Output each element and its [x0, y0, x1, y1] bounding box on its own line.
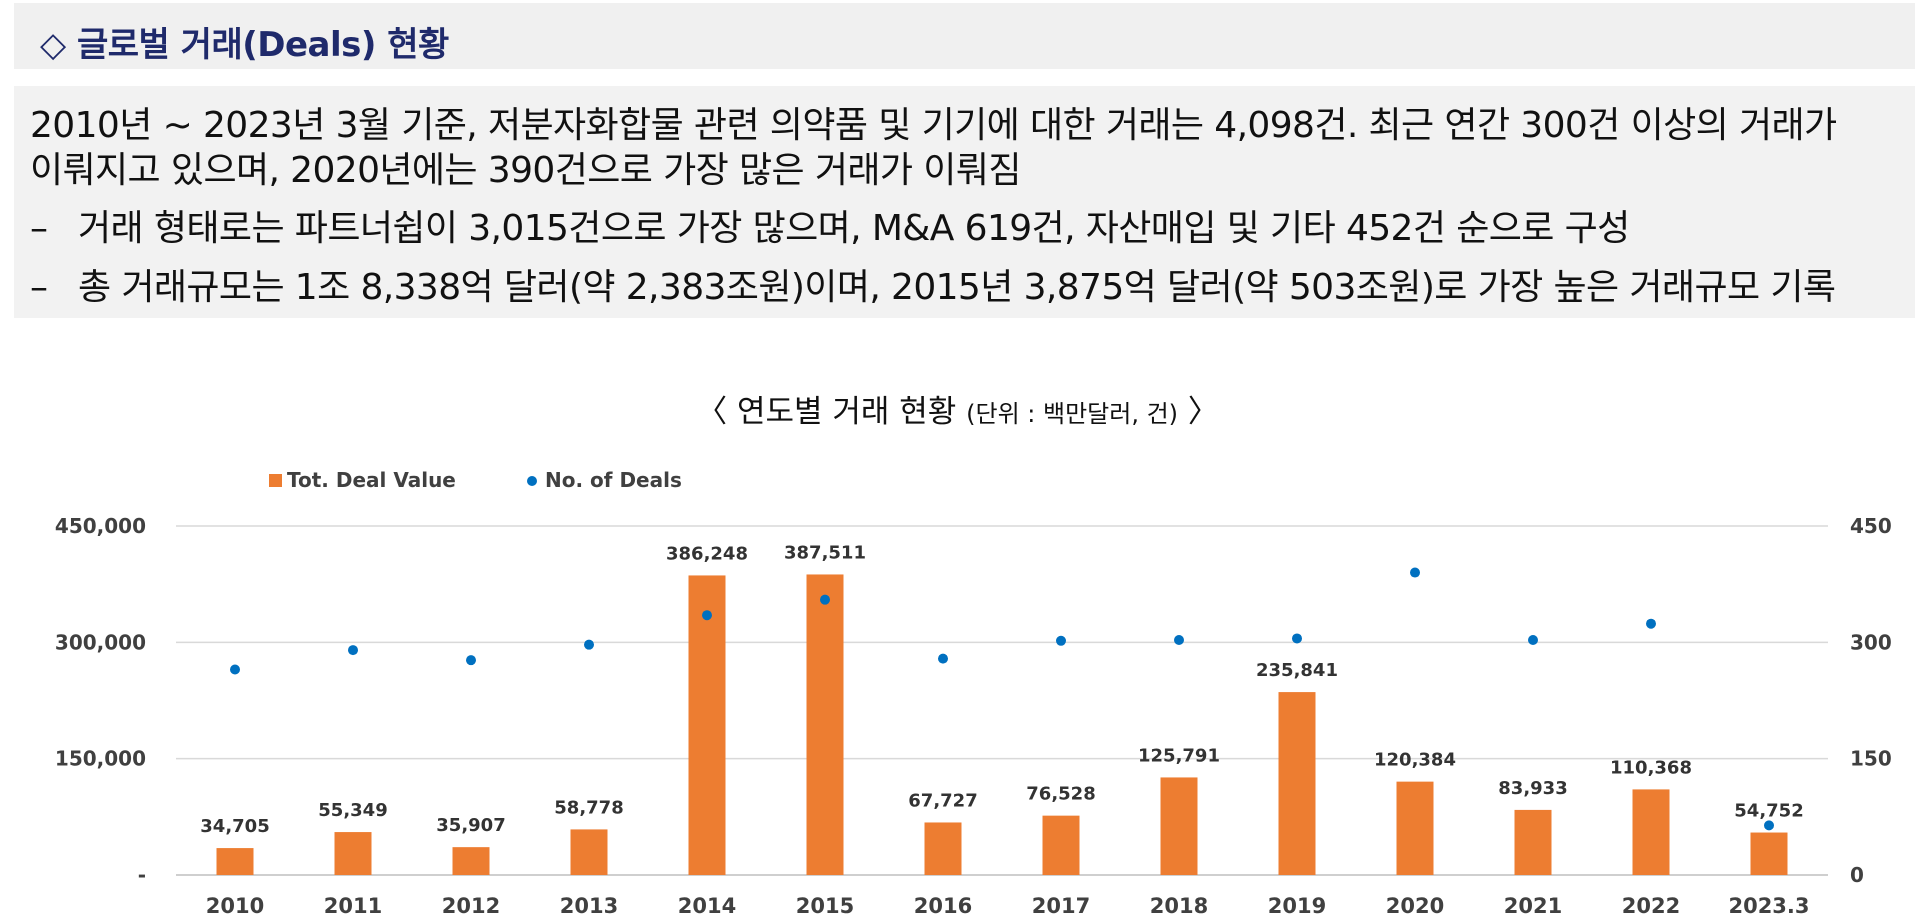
x-tick-label: 2014 [678, 894, 736, 918]
legend-swatch-dot [527, 476, 537, 486]
bar [924, 822, 962, 875]
bar-data-label: 35,907 [436, 815, 505, 836]
x-tick-label: 2011 [324, 894, 382, 918]
x-tick-label: 2010 [206, 894, 264, 918]
summary-box: 2010년 ~ 2023년 3월 기준, 저분자화합물 관련 의약품 및 기기에… [14, 86, 1915, 318]
summary-line-2: 이뤄지고 있으며, 2020년에는 390건으로 가장 많은 거래가 이뤄짐 [30, 150, 1021, 191]
deal-count-point [1174, 635, 1184, 646]
bar-data-labels: 34,705 55,349 35,907 58,778 386,248 387,511 67… [200, 542, 1803, 837]
legend: Tot. Deal Value No. of Deals [269, 468, 682, 492]
y-tick-label-right: 0 [1850, 863, 1864, 887]
y-tick-label-left: 150,000 [55, 747, 146, 771]
deal-count-point [1528, 635, 1538, 646]
legend-swatch-bar [269, 474, 282, 487]
bar-data-label: 83,933 [1498, 778, 1567, 799]
bar [806, 574, 844, 875]
bar-data-label: 54,752 [1734, 801, 1803, 822]
x-tick-label: 2013 [560, 894, 618, 918]
bar-data-label: 76,528 [1026, 784, 1095, 805]
x-tick-label: 2020 [1386, 894, 1444, 918]
bar [1396, 781, 1434, 875]
deal-count-point [938, 653, 948, 664]
gridlines [176, 525, 1828, 876]
deal-count-point [1410, 567, 1420, 578]
x-tick-label: 2016 [914, 894, 972, 918]
bullet-text: 거래 형태로는 파트너쉽이 3,015건으로 가장 많으며, M&A 619건,… [78, 208, 1630, 249]
bar-data-label: 110,368 [1610, 757, 1692, 778]
deal-count-point [348, 645, 358, 656]
x-axis: 2010 2011 2012 2013 2014 2015 2016 2017 2018 2019… [206, 894, 1810, 918]
y-axis-right: 0 150 300 450 [1850, 514, 1892, 887]
bullet-item-deal-size: – 총 거래규모는 1조 8,338억 달러(약 2,383조원)이며, 2015… [30, 258, 1836, 310]
bar-data-label: 34,705 [200, 816, 269, 837]
y-tick-label-left: 300,000 [55, 630, 146, 654]
bar [1042, 815, 1080, 875]
chart-title-main: 〈 연도별 거래 현황 [696, 394, 967, 430]
x-tick-label: 2017 [1032, 894, 1090, 918]
dot-series [230, 567, 1774, 831]
bar-data-label: 125,791 [1138, 745, 1220, 766]
y-tick-label-left: 450,000 [55, 514, 146, 538]
bar-data-label: 235,841 [1256, 660, 1338, 681]
x-tick-label: 2015 [796, 894, 854, 918]
y-axis-left: - 150,000 300,000 450,000 [55, 514, 146, 887]
bar [1632, 789, 1670, 875]
x-tick-label: 2023.3 [1728, 894, 1809, 918]
deal-count-point [1646, 618, 1656, 629]
chart-title: 〈 연도별 거래 현황 (단위 : 백만달러, 건) 〉 [0, 386, 1915, 431]
legend-label-no-of-deals: No. of Deals [545, 468, 682, 492]
bullet-text: 총 거래규모는 1조 8,338억 달러(약 2,383조원)이며, 2015년… [78, 267, 1836, 308]
bar [1278, 692, 1316, 875]
legend-label-deal-value: Tot. Deal Value [287, 468, 456, 492]
deal-count-point [466, 655, 476, 666]
bar-data-label: 120,384 [1374, 750, 1456, 771]
bar [688, 575, 726, 875]
bullet-item-deal-types: – 거래 형태로는 파트너쉽이 3,015건으로 가장 많으며, M&A 619건… [30, 199, 1630, 251]
deal-count-point [1764, 820, 1774, 831]
y-tick-label-right: 450 [1850, 514, 1892, 538]
bar-data-label: 58,778 [554, 797, 623, 818]
deal-count-point [1292, 633, 1302, 644]
summary-line-1: 2010년 ~ 2023년 3월 기준, 저분자화합물 관련 의약품 및 기기에… [30, 105, 1837, 146]
deal-count-point [702, 610, 712, 621]
bar-data-label: 67,727 [908, 790, 977, 811]
y-tick-label-left: - [138, 863, 146, 887]
y-tick-label-right: 150 [1850, 747, 1892, 771]
bar-data-label: 386,248 [666, 543, 748, 564]
x-tick-label: 2018 [1150, 894, 1208, 918]
bar-data-label: 55,349 [318, 800, 387, 821]
bar-data-label: 387,511 [784, 542, 866, 563]
bar [570, 829, 608, 875]
chart-title-close: 〉 [1178, 394, 1219, 430]
bar [452, 847, 490, 875]
bullet-dash: – [30, 267, 48, 308]
section-header: ◇ 글로벌 거래(Deals) 현황 [14, 3, 1915, 69]
bar [216, 848, 254, 875]
bar-series [216, 574, 1788, 875]
x-tick-label: 2022 [1622, 894, 1680, 918]
deal-count-point [1056, 635, 1066, 646]
deal-count-point [820, 594, 830, 605]
bar [334, 832, 372, 875]
x-tick-label: 2019 [1268, 894, 1326, 918]
chart-title-unit: (단위 : 백만달러, 건) [966, 400, 1179, 428]
bar [1514, 809, 1552, 875]
deal-count-point [584, 639, 594, 650]
section-title: ◇ 글로벌 거래(Deals) 현황 [40, 25, 449, 65]
x-tick-label: 2021 [1504, 894, 1562, 918]
bar [1750, 832, 1788, 875]
bar [1160, 777, 1198, 875]
bullet-dash: – [30, 208, 48, 249]
deal-count-point [230, 664, 240, 675]
y-tick-label-right: 300 [1850, 630, 1892, 654]
x-tick-label: 2012 [442, 894, 500, 918]
